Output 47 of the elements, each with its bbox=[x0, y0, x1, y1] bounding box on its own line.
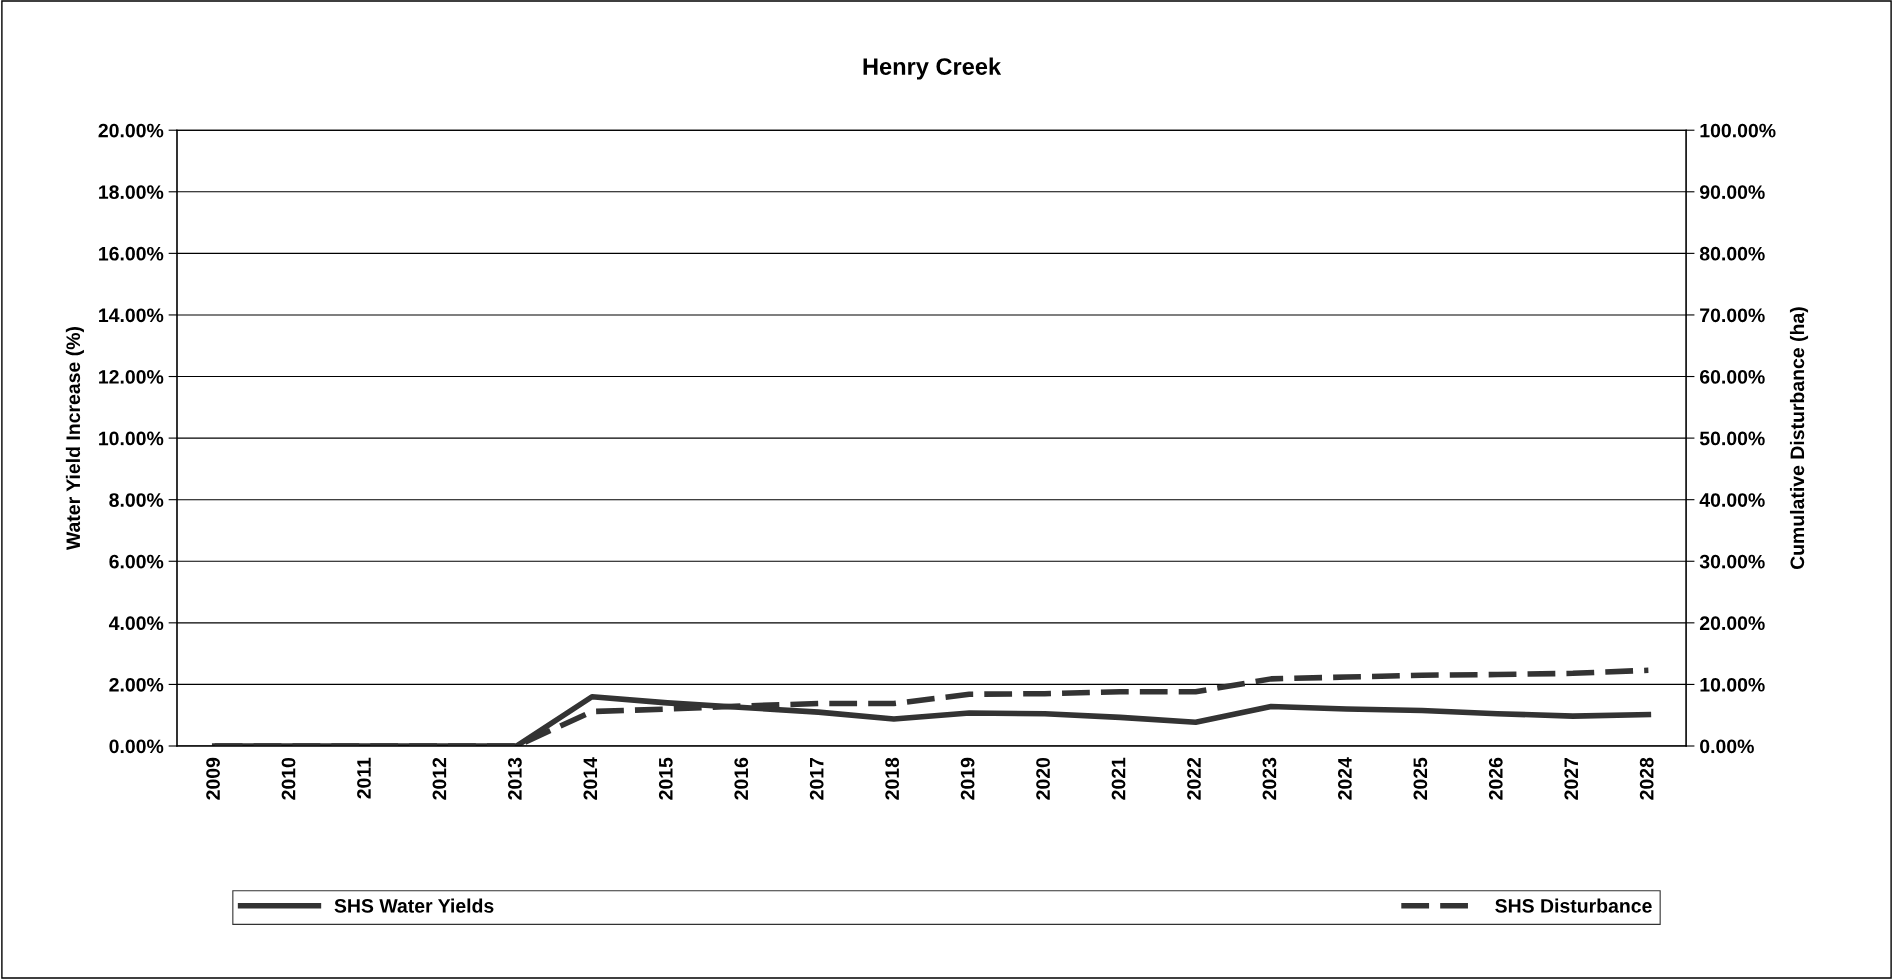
x-tick-label: 2010 bbox=[281, 757, 296, 800]
y2-tick-label: 20.00% bbox=[1699, 616, 1765, 631]
y2-tick-label: 30.00% bbox=[1699, 554, 1765, 569]
y-tick-label: 18.00% bbox=[99, 185, 164, 200]
x-tick-label: 2017 bbox=[809, 757, 824, 800]
y2-tick-label: 90.00% bbox=[1699, 185, 1765, 200]
y2-tick-label: 80.00% bbox=[1699, 246, 1765, 261]
x-tick-label: 2016 bbox=[734, 757, 749, 800]
x-tick-label: 2012 bbox=[432, 757, 447, 800]
x-tick-label: 2021 bbox=[1111, 757, 1126, 800]
x-tick-label: 2011 bbox=[357, 757, 371, 799]
y2-tick-label: 10.00% bbox=[1700, 677, 1765, 692]
x-tick-label: 2027 bbox=[1564, 757, 1579, 800]
x-tick-label: 2014 bbox=[583, 757, 598, 800]
x-tick-label: 2019 bbox=[960, 757, 975, 800]
x-tick-label: 2020 bbox=[1036, 757, 1050, 800]
y-tick-label: 6.00% bbox=[109, 554, 164, 569]
y-tick-label: 4.00% bbox=[108, 616, 164, 631]
x-tick-label: 2013 bbox=[507, 757, 522, 800]
x-tick-label: 2023 bbox=[1262, 757, 1277, 800]
y-tick-label: 14.00% bbox=[99, 308, 164, 323]
x-tick-label: 2022 bbox=[1187, 757, 1201, 800]
y2-tick-label: 40.00% bbox=[1699, 493, 1765, 507]
x-tick-label: 2024 bbox=[1338, 757, 1352, 800]
y-tick-label: 20.00% bbox=[98, 123, 164, 138]
y2-tick-label: 60.00% bbox=[1700, 369, 1765, 384]
legend-label: SHS Water Yields bbox=[334, 898, 494, 913]
legend-label: SHS Disturbance bbox=[1495, 898, 1652, 913]
x-tick-label: 2028 bbox=[1639, 757, 1654, 800]
y2-tick-label: 70.00% bbox=[1700, 308, 1765, 323]
y-axis-title: Water Yield Increase (%) bbox=[65, 327, 84, 551]
y-tick-label: 12.00% bbox=[99, 369, 164, 384]
y-tick-label: 2.00% bbox=[109, 677, 164, 692]
x-tick-label: 2025 bbox=[1413, 757, 1428, 800]
y2-tick-label: 100.00% bbox=[1700, 123, 1776, 138]
y2-tick-label: 50.00% bbox=[1699, 431, 1765, 446]
y-tick-label: 16.00% bbox=[99, 246, 164, 261]
y2-axis-title: Cumulative Disturbance (ha) bbox=[1789, 307, 1809, 570]
y-tick-label: 10.00% bbox=[99, 431, 164, 446]
x-tick-label: 2026 bbox=[1488, 757, 1503, 800]
y2-tick-label: 0.00% bbox=[1700, 739, 1754, 754]
chart-title: Henry Creek bbox=[863, 57, 1002, 80]
y-tick-label: 0.00% bbox=[109, 739, 164, 754]
x-tick-label: 2009 bbox=[206, 757, 220, 800]
x-tick-label: 2018 bbox=[885, 757, 900, 800]
x-tick-label: 2015 bbox=[658, 757, 673, 800]
y-tick-label: 8.00% bbox=[109, 493, 164, 507]
